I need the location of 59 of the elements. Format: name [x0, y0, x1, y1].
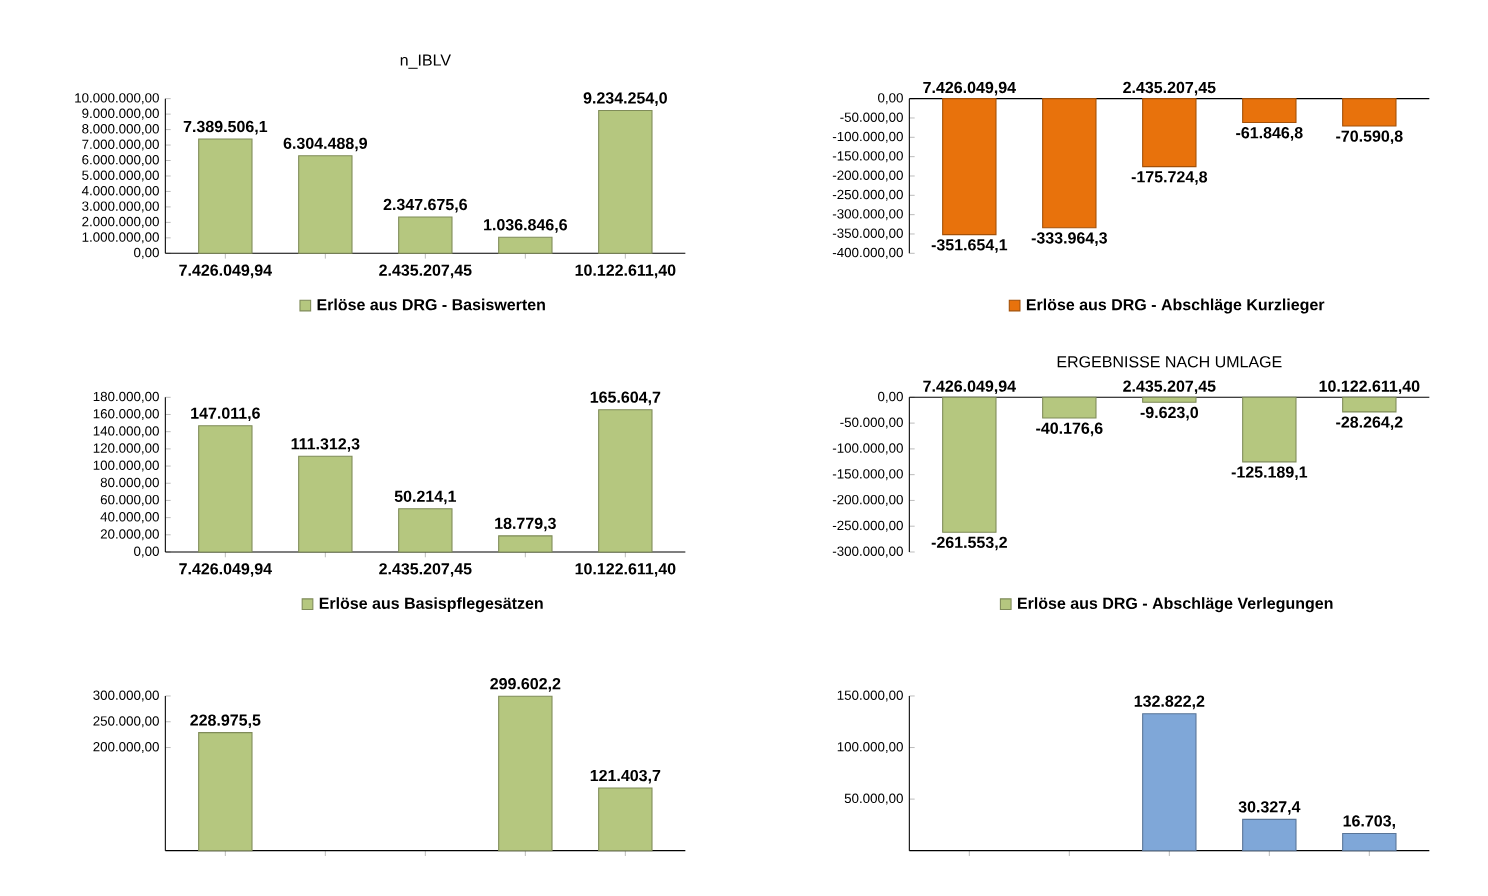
bar — [1242, 818, 1297, 852]
x-tick-label: 7.426.049,94 — [923, 380, 1016, 395]
data-label: 132.822,2 — [1134, 695, 1205, 710]
x-tick-label: 2.435.207,45 — [1123, 380, 1216, 395]
bar — [298, 455, 353, 553]
data-label: 111.312,3 — [291, 438, 360, 452]
bar — [398, 216, 453, 254]
x-tick-label: 2.435.207,45 — [379, 264, 472, 279]
bar — [498, 236, 553, 254]
data-label: 299.602,2 — [490, 678, 561, 692]
data-label: -125.189,1 — [1231, 466, 1308, 481]
bar — [598, 109, 653, 254]
legend-label: Erlöse aus DRG - Abschläge Verlegungen — [1018, 597, 1333, 613]
data-label: 16.703, — [1343, 815, 1395, 829]
bar — [598, 409, 653, 553]
data-label: 228.975,5 — [190, 714, 261, 729]
data-label: 7.389.506,1 — [183, 120, 268, 135]
bar — [298, 155, 353, 254]
legend-label: Erlöse aus DRG - Abschläge Kurzlieger — [1026, 298, 1325, 314]
data-label: -40.176,6 — [1036, 422, 1103, 437]
data-label: 165.604,7 — [590, 391, 661, 406]
x-tick-label: 10.122.611,40 — [1319, 380, 1420, 395]
bar — [1142, 713, 1197, 852]
data-label: -9.623,0 — [1140, 406, 1199, 421]
bar — [598, 787, 653, 852]
data-label: 9.234.254,0 — [583, 92, 667, 106]
bar — [498, 535, 553, 553]
legend-label: Erlöse aus Basispflegesätzen — [319, 597, 543, 613]
bar — [398, 508, 453, 553]
data-label: 147.011,6 — [191, 407, 260, 422]
data-label: 50.214,1 — [394, 490, 457, 505]
bar — [198, 138, 253, 254]
data-label: -61.846,8 — [1236, 127, 1303, 141]
x-tick-label: 2.435.207,45 — [379, 563, 472, 577]
data-label: 121.403,7 — [590, 769, 661, 784]
chart-title: n_IBLV — [400, 54, 451, 69]
x-tick-label: 10.122.611,40 — [575, 563, 676, 577]
bar — [198, 425, 253, 553]
data-label: -333.964,3 — [1031, 232, 1107, 246]
x-tick-label: 7.426.049,94 — [179, 563, 272, 577]
data-label: -351.654,1 — [931, 239, 1008, 253]
data-label: 1.036.846,6 — [484, 219, 568, 233]
data-label: -261.553,2 — [931, 536, 1007, 551]
bar — [1342, 832, 1397, 852]
data-label: 30.327,4 — [1238, 801, 1301, 815]
chart-title: ERGEBNISSE NACH UMLAGE — [1057, 356, 1282, 368]
data-label: -175.724,8 — [1131, 171, 1208, 185]
data-label: 18.779,3 — [495, 517, 556, 532]
x-tick-label: 7.426.049,94 — [179, 264, 272, 279]
data-label: 6.304.488,9 — [283, 137, 368, 152]
bar — [198, 732, 253, 852]
data-label: 2.347.675,6 — [383, 198, 468, 213]
x-tick-label: 2.435.207,45 — [1123, 81, 1216, 96]
legend-label: Erlöse aus DRG - Basiswerten — [317, 298, 545, 311]
x-tick-label: 7.426.049,94 — [923, 81, 1016, 96]
data-label: -70.590,8 — [1336, 130, 1403, 145]
x-tick-label: 10.122.611,40 — [575, 264, 676, 279]
data-label: -28.264,2 — [1336, 416, 1403, 431]
bar — [498, 695, 553, 852]
